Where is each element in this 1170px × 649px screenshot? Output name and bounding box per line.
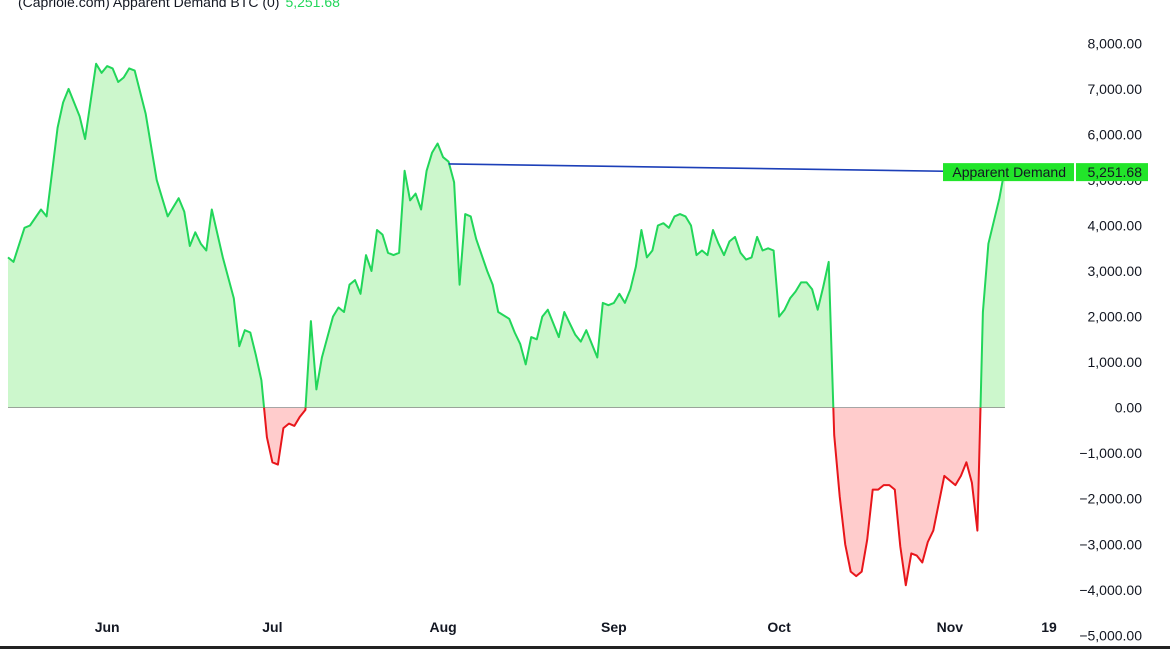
series-name-tag (943, 163, 1074, 182)
series-name-tag-text: Apparent Demand (952, 164, 1066, 180)
x-tick-label: Jun (95, 619, 120, 635)
y-tick-label: 1,000.00 (1088, 354, 1143, 370)
y-tick-label: 8,000.00 (1088, 35, 1143, 51)
x-tick-label: Sep (601, 619, 627, 635)
y-tick-label: 0.00 (1115, 400, 1142, 416)
indicator-value: 5,251.68 (285, 0, 340, 10)
y-tick-label: 3,000.00 (1088, 263, 1143, 279)
indicator-title: (Capriole.com) Apparent Demand BTC (0) 5,… (18, 0, 340, 10)
x-tick-label: Jul (262, 619, 282, 635)
x-tick-label: 19 (1041, 619, 1057, 635)
y-tick-label: 2,000.00 (1088, 309, 1143, 325)
last-value-tag-text: 5,251.68 (1088, 164, 1143, 180)
bottom-border (0, 646, 1170, 649)
y-tick-label: −1,000.00 (1079, 445, 1142, 461)
x-axis: Jun Jul Aug Sep Oct Nov 19 (95, 619, 1057, 635)
indicator-name: (Capriole.com) Apparent Demand BTC (0) (18, 0, 280, 10)
y-tick-label: 6,000.00 (1088, 126, 1143, 142)
trendline[interactable] (448, 163, 1005, 173)
y-tick-label: 7,000.00 (1088, 81, 1143, 97)
last-value-tag (1076, 163, 1148, 182)
y-tick-label: −2,000.00 (1079, 491, 1142, 507)
y-tick-label: −3,000.00 (1079, 536, 1142, 552)
y-axis: 8,000.007,000.006,000.005,000.004,000.00… (1079, 35, 1142, 643)
x-tick-label: Nov (937, 619, 964, 635)
x-tick-label: Aug (430, 619, 457, 635)
series-line-negative (263, 407, 982, 587)
y-tick-label: −4,000.00 (1079, 582, 1142, 598)
series-line-positive (7, 62, 1006, 408)
y-tick-label: 4,000.00 (1088, 217, 1143, 233)
positive-area (8, 63, 1005, 408)
x-tick-label: Oct (767, 619, 791, 635)
y-tick-label: −5,000.00 (1079, 627, 1142, 643)
